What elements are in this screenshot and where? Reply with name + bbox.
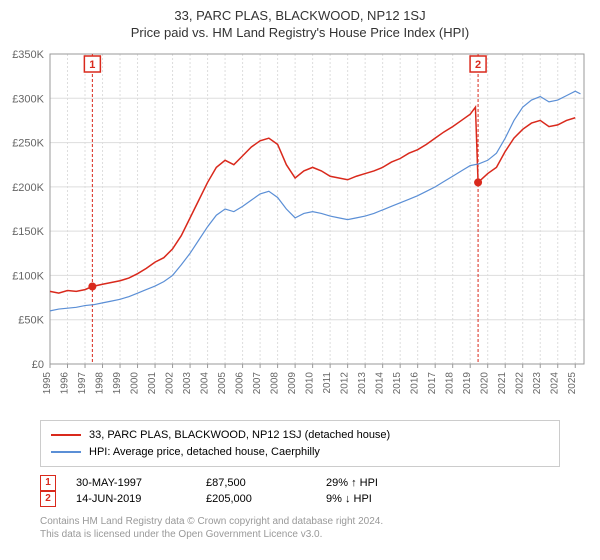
svg-text:2025: 2025 bbox=[567, 372, 578, 395]
legend-swatch bbox=[51, 451, 81, 453]
svg-text:1996: 1996 bbox=[60, 372, 71, 395]
svg-text:2017: 2017 bbox=[427, 372, 438, 395]
svg-text:2004: 2004 bbox=[200, 372, 211, 395]
svg-text:2015: 2015 bbox=[392, 372, 403, 395]
svg-text:1999: 1999 bbox=[112, 372, 123, 395]
svg-text:2012: 2012 bbox=[340, 372, 351, 395]
svg-text:2016: 2016 bbox=[410, 372, 421, 395]
svg-text:2013: 2013 bbox=[357, 372, 368, 395]
transaction-pct: 9% ↓ HPI bbox=[326, 493, 416, 505]
legend: 33, PARC PLAS, BLACKWOOD, NP12 1SJ (deta… bbox=[40, 420, 560, 467]
transaction-price: £205,000 bbox=[206, 493, 306, 505]
transaction-price: £87,500 bbox=[206, 477, 306, 489]
svg-text:2008: 2008 bbox=[270, 372, 281, 395]
svg-text:2014: 2014 bbox=[375, 372, 386, 395]
svg-text:£150K: £150K bbox=[12, 226, 44, 238]
svg-text:2024: 2024 bbox=[550, 372, 561, 395]
legend-item: HPI: Average price, detached house, Caer… bbox=[51, 444, 549, 461]
page-title: 33, PARC PLAS, BLACKWOOD, NP12 1SJ bbox=[0, 0, 600, 23]
svg-text:1998: 1998 bbox=[95, 372, 106, 395]
svg-text:1997: 1997 bbox=[77, 372, 88, 395]
svg-text:2005: 2005 bbox=[217, 372, 228, 395]
svg-text:2: 2 bbox=[475, 59, 481, 71]
legend-label: HPI: Average price, detached house, Caer… bbox=[89, 444, 320, 461]
chart-svg: £0 £50K £100K £150K £200K £250K £300K £350K 1995… bbox=[0, 44, 600, 414]
transaction-pct: 29% ↑ HPI bbox=[326, 477, 416, 489]
transaction-date: 14-JUN-2019 bbox=[76, 493, 186, 505]
svg-text:£300K: £300K bbox=[12, 93, 44, 105]
svg-text:£100K: £100K bbox=[12, 270, 44, 282]
transaction-marker: 1 bbox=[40, 475, 56, 491]
svg-text:£50K: £50K bbox=[18, 315, 44, 327]
svg-text:1: 1 bbox=[89, 59, 95, 71]
svg-text:£250K: £250K bbox=[12, 138, 44, 150]
svg-text:2022: 2022 bbox=[515, 372, 526, 395]
transaction-marker: 2 bbox=[40, 491, 56, 507]
transactions-table: 1 30-MAY-1997 £87,500 29% ↑ HPI 2 14-JUN-2019… bbox=[40, 475, 560, 507]
svg-text:2021: 2021 bbox=[497, 372, 508, 395]
svg-text:2000: 2000 bbox=[130, 372, 141, 395]
svg-text:2003: 2003 bbox=[182, 372, 193, 395]
chart-area: £0 £50K £100K £150K £200K £250K £300K £350K 1995… bbox=[0, 44, 600, 414]
attribution: Contains HM Land Registry data © Crown c… bbox=[40, 515, 560, 541]
svg-text:2019: 2019 bbox=[462, 372, 473, 395]
svg-text:£0: £0 bbox=[32, 359, 44, 371]
svg-text:2009: 2009 bbox=[287, 372, 298, 395]
legend-swatch bbox=[51, 434, 81, 436]
transaction-row: 1 30-MAY-1997 £87,500 29% ↑ HPI bbox=[40, 475, 560, 491]
svg-text:2006: 2006 bbox=[235, 372, 246, 395]
transaction-date: 30-MAY-1997 bbox=[76, 477, 186, 489]
svg-text:£350K: £350K bbox=[12, 49, 44, 61]
svg-text:2007: 2007 bbox=[252, 372, 263, 395]
svg-text:1995: 1995 bbox=[42, 372, 53, 395]
legend-label: 33, PARC PLAS, BLACKWOOD, NP12 1SJ (deta… bbox=[89, 427, 390, 444]
svg-text:2002: 2002 bbox=[165, 372, 176, 395]
transaction-row: 2 14-JUN-2019 £205,000 9% ↓ HPI bbox=[40, 491, 560, 507]
svg-text:2011: 2011 bbox=[322, 372, 333, 394]
svg-text:2010: 2010 bbox=[305, 372, 316, 395]
page-subtitle: Price paid vs. HM Land Registry's House … bbox=[0, 23, 600, 44]
svg-text:£200K: £200K bbox=[12, 182, 44, 194]
svg-text:2001: 2001 bbox=[147, 372, 158, 395]
legend-item: 33, PARC PLAS, BLACKWOOD, NP12 1SJ (deta… bbox=[51, 427, 549, 444]
attribution-line-2: This data is licensed under the Open Gov… bbox=[40, 528, 560, 541]
svg-text:2018: 2018 bbox=[445, 372, 456, 395]
svg-text:2020: 2020 bbox=[480, 372, 491, 395]
svg-text:2023: 2023 bbox=[532, 372, 543, 395]
attribution-line-1: Contains HM Land Registry data © Crown c… bbox=[40, 515, 560, 528]
